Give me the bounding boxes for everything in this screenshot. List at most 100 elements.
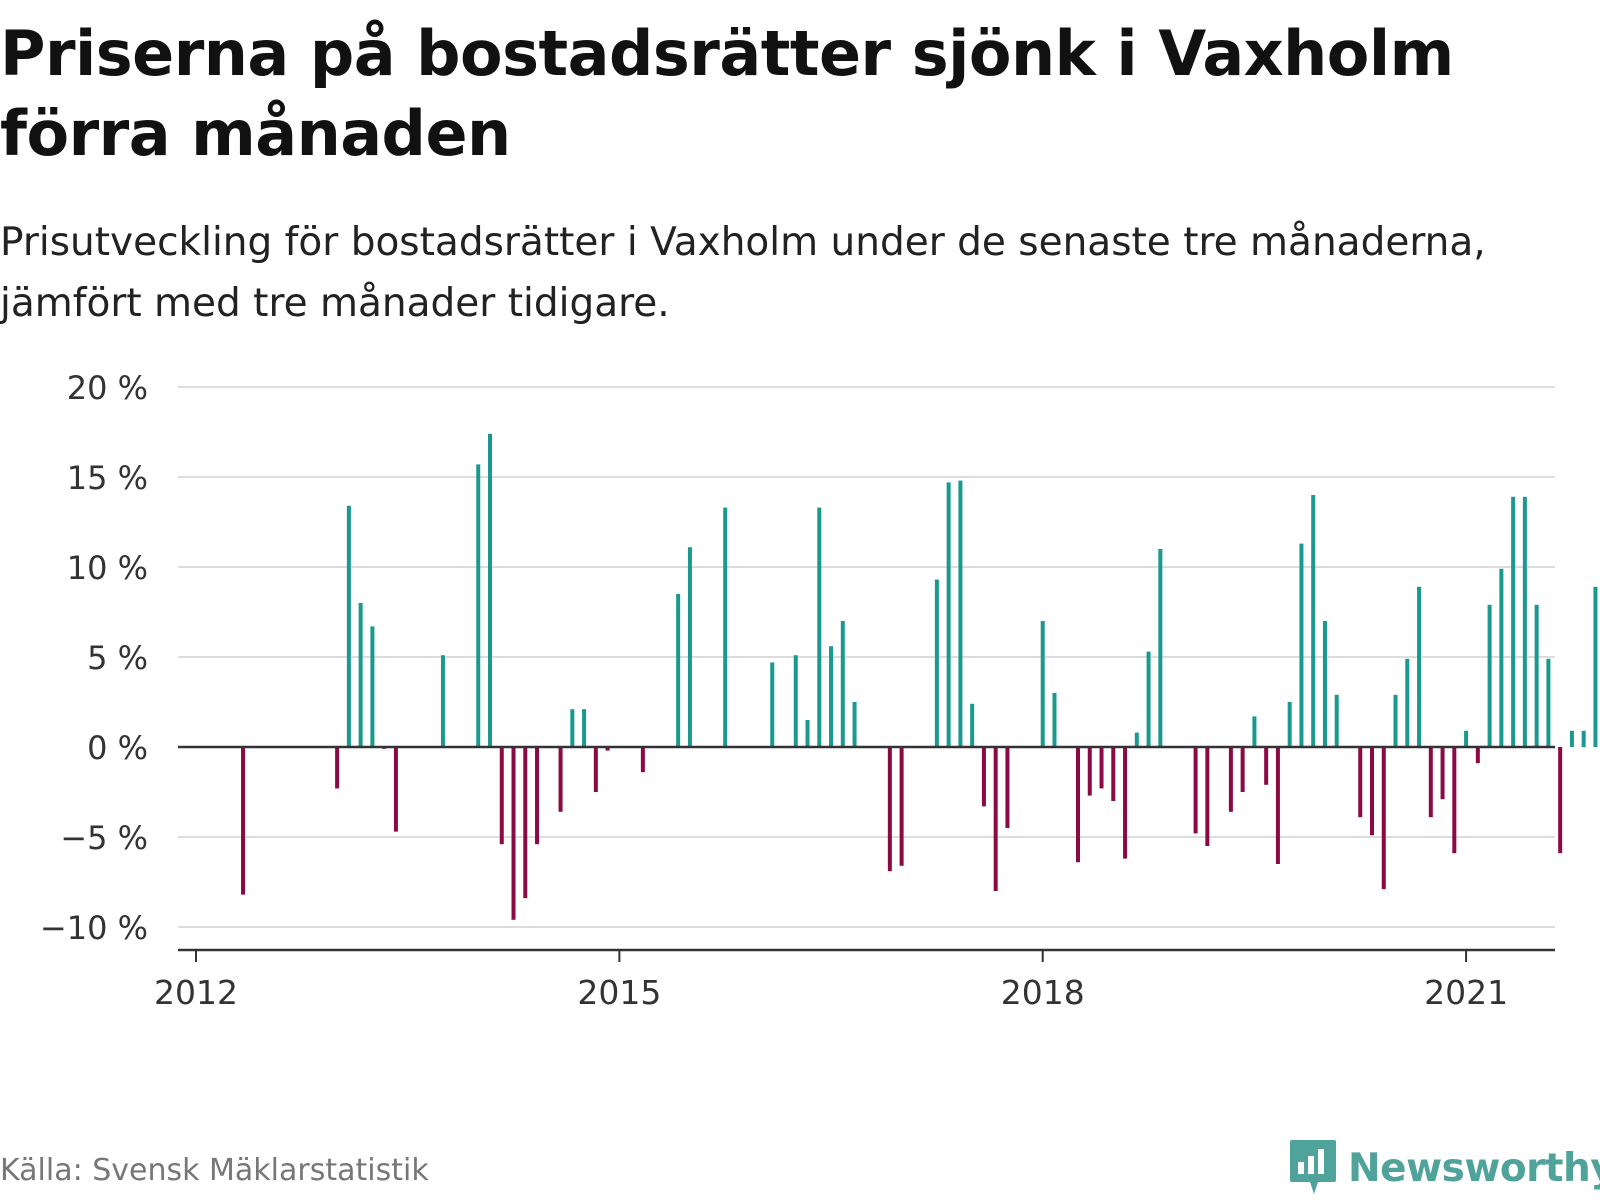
- bar: [511, 747, 516, 920]
- bar: [1052, 693, 1057, 747]
- bar: [1040, 621, 1045, 747]
- y-tick-label: 10 %: [67, 549, 148, 587]
- bar: [1405, 658, 1410, 747]
- bar: [440, 655, 445, 747]
- bar: [1193, 747, 1198, 834]
- bar: [1428, 747, 1433, 818]
- bar: [1558, 747, 1563, 854]
- bar: [1158, 549, 1163, 747]
- y-tick-label: −10 %: [40, 909, 148, 947]
- x-tick-label: 2012: [154, 973, 238, 1012]
- bar: [1417, 586, 1422, 747]
- bar: [887, 747, 892, 872]
- bar: [1311, 495, 1316, 747]
- x-tick-label: 2018: [1001, 973, 1085, 1012]
- bar: [1275, 747, 1280, 864]
- x-tick-label: 2015: [577, 973, 661, 1012]
- bar: [370, 626, 375, 747]
- bar: [1569, 730, 1574, 747]
- bar: [817, 507, 822, 747]
- bar: [1111, 747, 1116, 801]
- bar: [1123, 747, 1128, 859]
- source-note: Källa: Svensk Mäklarstatistik: [0, 1153, 429, 1188]
- y-tick-label: −5 %: [60, 819, 148, 857]
- bars: [241, 433, 1598, 920]
- newsworthy-logo: Newsworthy: [1288, 1138, 1600, 1198]
- bar: [934, 579, 939, 747]
- bar: [958, 480, 963, 747]
- bar: [1334, 694, 1339, 747]
- bar: [805, 720, 810, 747]
- bar: [499, 747, 504, 845]
- bar: [640, 747, 645, 773]
- logo-text: Newsworthy: [1348, 1145, 1600, 1191]
- y-tick-label: 5 %: [87, 639, 148, 677]
- bar: [1464, 730, 1469, 747]
- bar: [241, 747, 246, 895]
- gridlines: [178, 386, 1555, 928]
- bar: [1287, 702, 1292, 747]
- bar: [1005, 747, 1010, 828]
- bar: [1593, 586, 1598, 747]
- y-tick-label: 15 %: [67, 459, 148, 497]
- chart-title: Priserna på bostadsrätter sjönk i Vaxhol…: [0, 17, 1454, 170]
- bar: [970, 703, 975, 747]
- chart-bubble-icon: [1290, 1140, 1336, 1194]
- x-tick-label: 2021: [1424, 973, 1508, 1012]
- chart-subtitle: Prisutveckling för bostadsrätter i Vaxho…: [0, 220, 1486, 326]
- bar: [1370, 747, 1374, 836]
- bar: [1452, 747, 1457, 854]
- bar: [1322, 621, 1327, 747]
- bar: [1146, 651, 1151, 747]
- bar: [393, 747, 398, 832]
- bar: [1299, 543, 1304, 747]
- bar: [1099, 747, 1104, 789]
- bar: [899, 747, 904, 866]
- bar: [1134, 732, 1139, 747]
- bar: [335, 747, 340, 789]
- bar: [476, 464, 481, 747]
- bar: [676, 594, 681, 747]
- bar: [1393, 694, 1398, 747]
- bar: [1511, 496, 1516, 747]
- bar: [488, 433, 492, 747]
- bar: [1358, 747, 1363, 818]
- axes: [178, 745, 1555, 962]
- bar: [605, 747, 610, 751]
- bar: [1228, 747, 1233, 812]
- bar-chart: 20 % 15 % 10 % 5 % 0 % −5 % −10 %2012 2015 2018 2…: [40, 369, 1598, 1012]
- bar: [582, 709, 587, 747]
- bar: [523, 747, 528, 899]
- bar: [1522, 496, 1527, 747]
- bar: [558, 747, 563, 812]
- bar: [1087, 747, 1092, 796]
- bar: [793, 655, 798, 747]
- bar: [770, 662, 775, 747]
- bar: [1264, 747, 1269, 785]
- bar: [1487, 604, 1492, 747]
- bar: [1475, 747, 1480, 764]
- bar: [535, 747, 540, 845]
- bar: [1546, 658, 1551, 747]
- bar: [852, 702, 857, 747]
- labels: 20 % 15 % 10 % 5 % 0 % −5 % −10 %2012 2015 2018 2…: [40, 369, 1508, 1012]
- y-tick-label: 20 %: [67, 369, 148, 407]
- bar: [570, 709, 575, 747]
- bar: [981, 747, 986, 807]
- bar: [1534, 604, 1539, 747]
- bar: [1499, 568, 1504, 747]
- bar: [1581, 730, 1586, 747]
- bar: [1381, 747, 1386, 890]
- bar: [1076, 747, 1080, 863]
- bar: [840, 621, 845, 747]
- bar: [1252, 716, 1257, 747]
- bar: [1205, 747, 1210, 846]
- bar: [993, 747, 998, 891]
- bar: [829, 646, 834, 747]
- y-tick-label: 0 %: [87, 729, 148, 767]
- bar: [687, 547, 692, 747]
- bar: [1440, 747, 1445, 800]
- bar: [346, 505, 351, 747]
- bar: [593, 747, 598, 792]
- bar: [723, 507, 728, 747]
